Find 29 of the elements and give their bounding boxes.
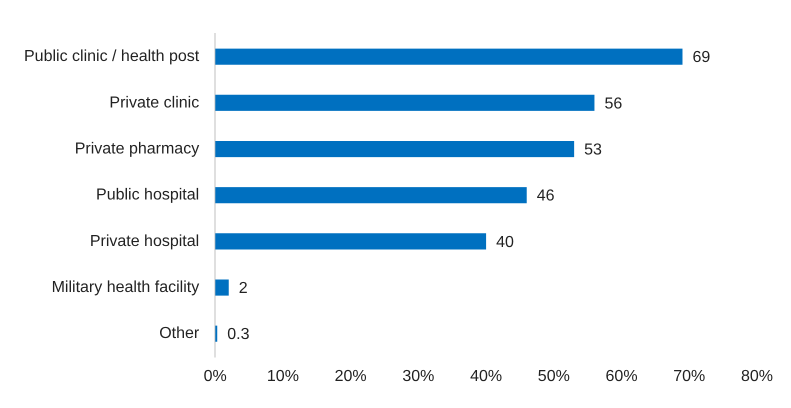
y-tick-label: Other [159,325,200,342]
y-tick-label: Public hospital [96,186,200,204]
bar [215,94,594,111]
x-tick-label: 0% [204,368,227,385]
bar [215,140,574,158]
data-label: 0.3 [227,326,250,344]
bar [215,48,682,65]
data-label: 2 [238,280,248,297]
data-label: 69 [692,49,710,66]
x-tick-label: 50% [538,368,570,385]
x-tick-label: 30% [402,368,434,385]
data-label: 53 [584,141,602,158]
x-tick-label: 80% [740,368,774,385]
y-tick-label: Private pharmacy [74,140,200,158]
data-label: 46 [536,188,555,205]
x-tick-label: 70% [673,368,706,385]
x-tick-label: 40% [470,368,502,385]
bar [215,187,527,204]
bar [215,279,229,296]
y-tick-label: Private hospital [90,232,200,250]
x-tick-label: 20% [334,368,367,385]
y-tick-label: Public clinic / health post [24,48,200,66]
data-label: 40 [496,234,514,251]
y-tick-label: Private clinic [109,94,200,112]
y-tick-label: Military health facility [52,278,200,296]
x-tick-label: 60% [606,368,638,385]
data-label: 56 [604,95,622,112]
bar [215,233,486,250]
x-tick-label: 10% [266,368,299,385]
